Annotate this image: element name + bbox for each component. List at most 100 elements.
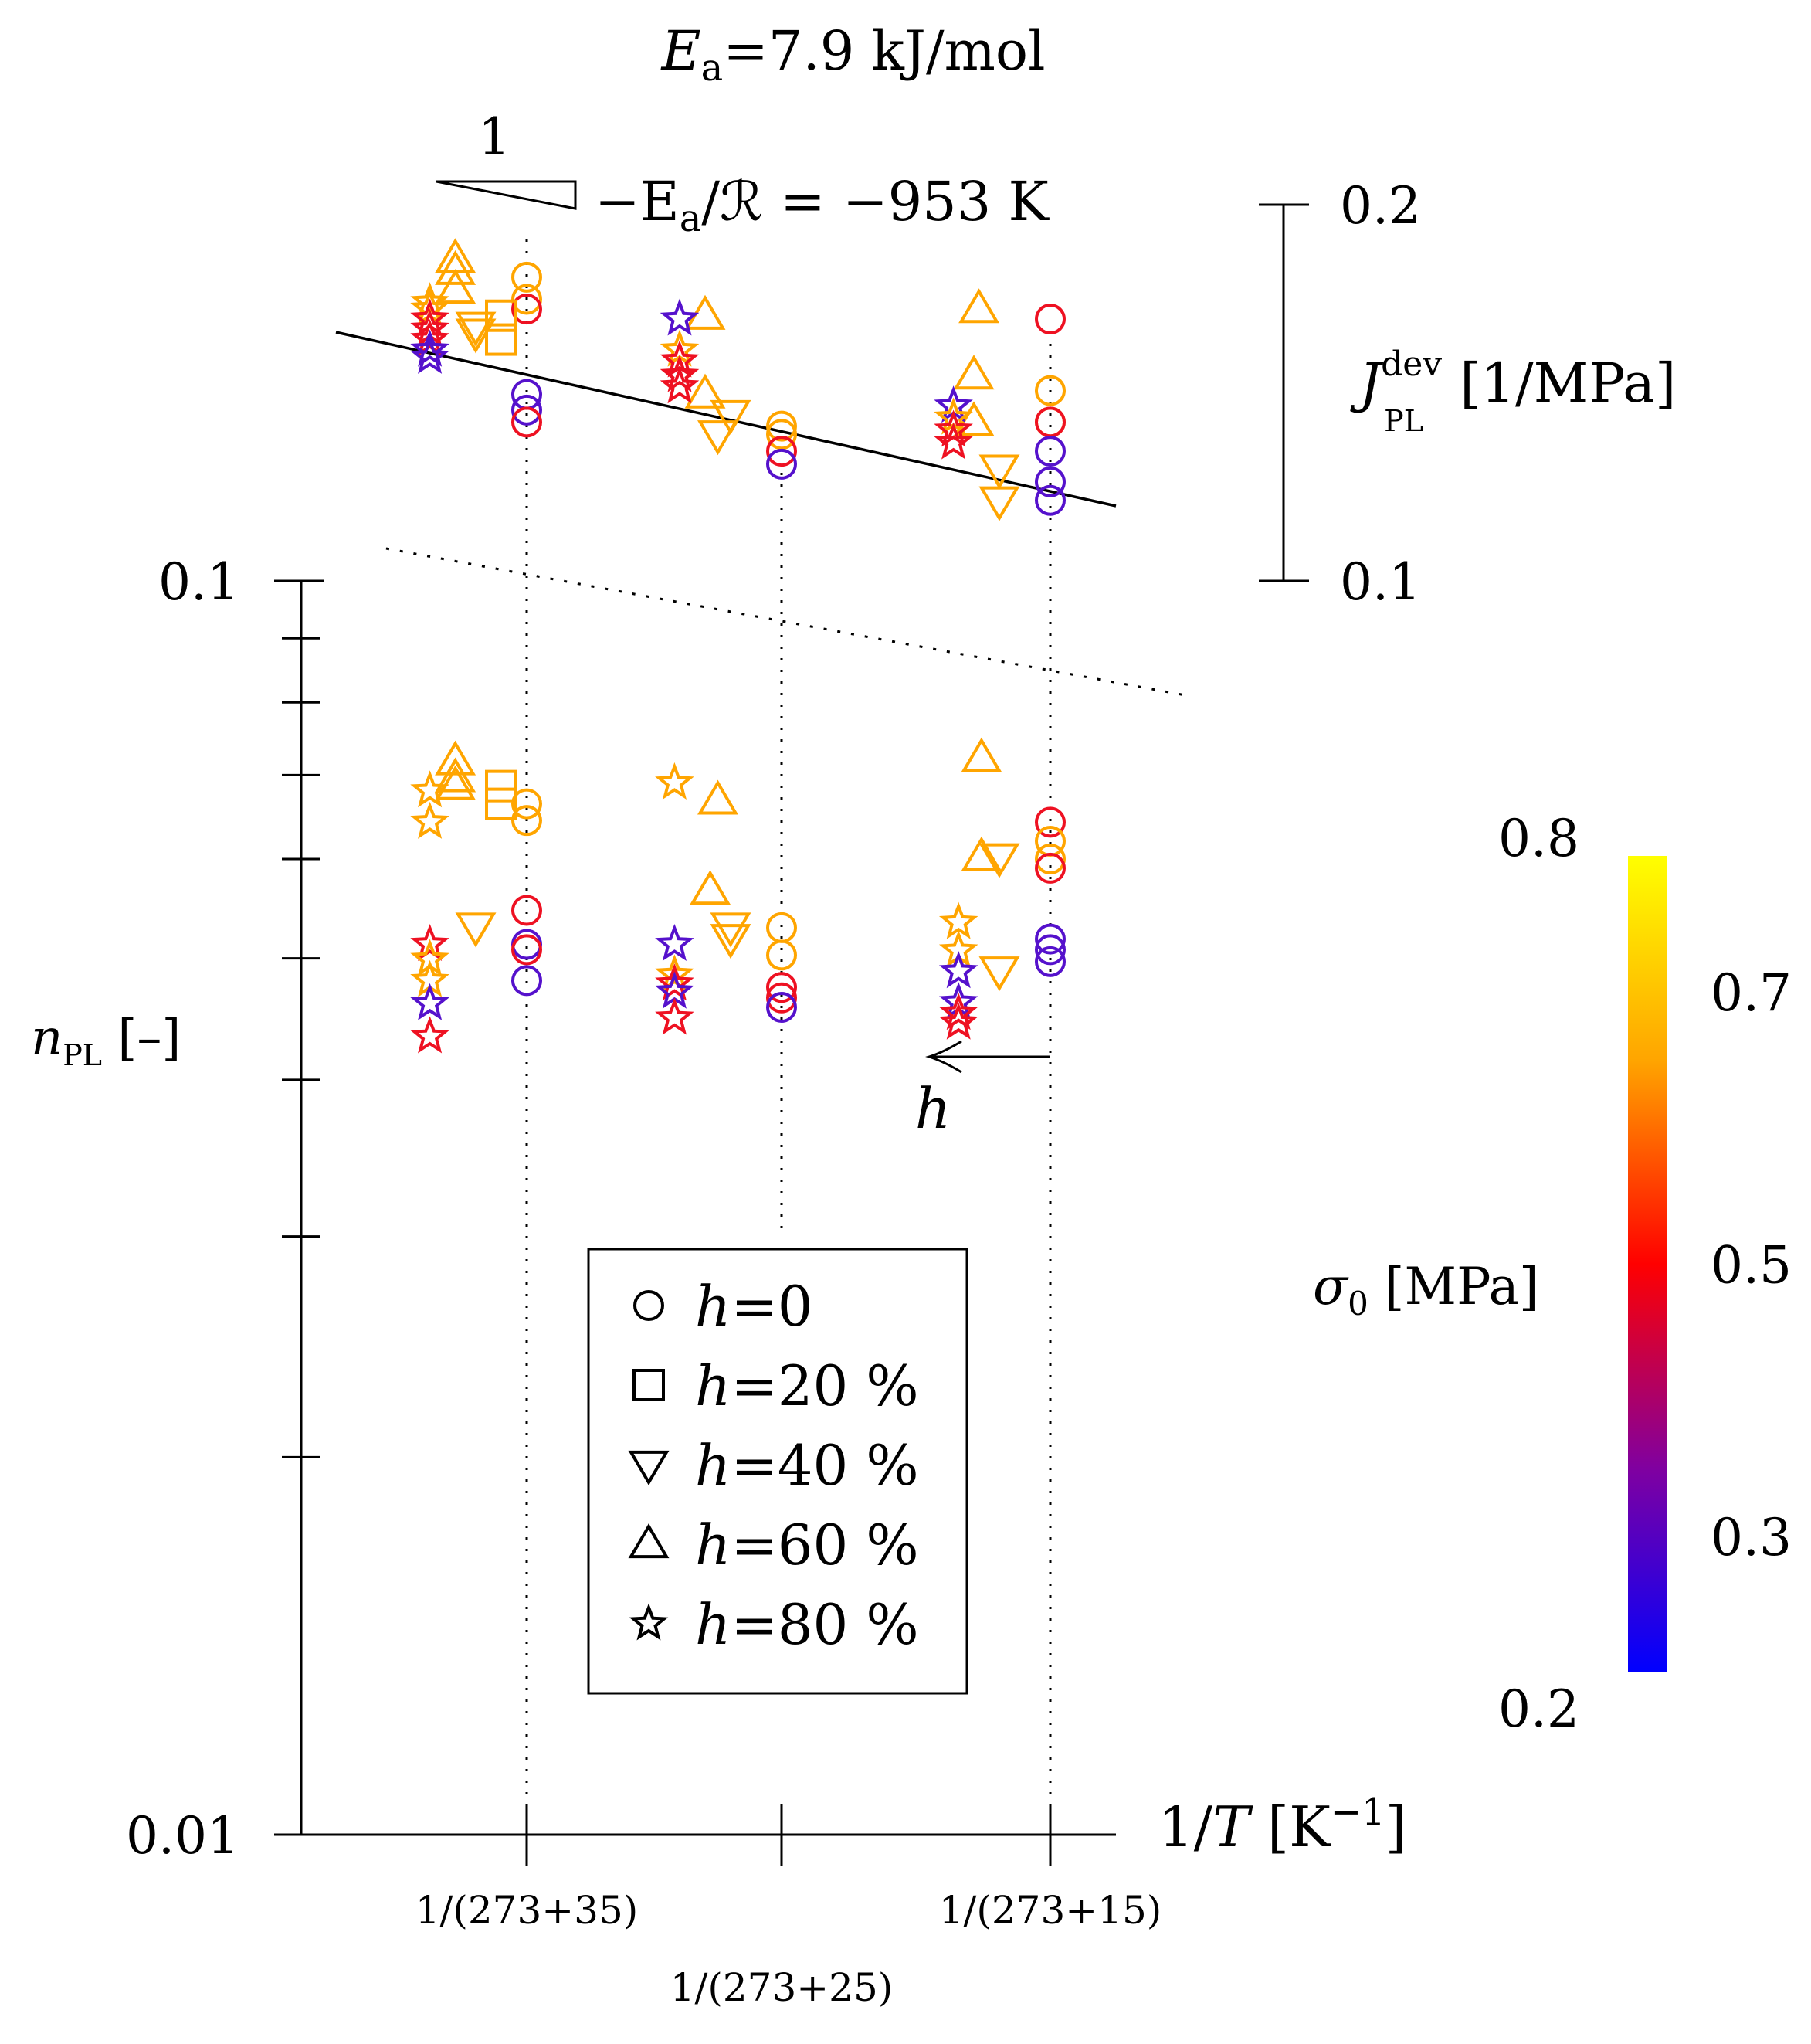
compliance-point	[435, 269, 476, 304]
compliance-point	[410, 329, 449, 367]
colorbar-tick-label: 0.3	[1711, 1508, 1792, 1567]
exponent-point	[697, 779, 738, 815]
right-axis-tick-label: 0.1	[1340, 552, 1421, 612]
exponent-point	[655, 963, 694, 1001]
left-axis-tick-label: 0.01	[126, 1806, 239, 1866]
exponent-point	[410, 801, 449, 839]
exponent-point	[1035, 934, 1066, 966]
compliance-point	[953, 401, 995, 436]
compliance-point	[1035, 406, 1066, 438]
exponent-point	[1035, 844, 1066, 875]
compliance-point	[978, 454, 1020, 490]
compliance-point	[455, 318, 497, 354]
exponent-point	[710, 924, 751, 959]
exponent-point	[511, 934, 542, 966]
legend-marker	[628, 1450, 670, 1485]
compliance-point	[485, 323, 517, 356]
colorbar	[1628, 856, 1667, 1672]
exponent-point	[766, 991, 797, 1023]
compliance-point	[1035, 436, 1066, 467]
exponent-point	[511, 965, 542, 997]
exponent-point	[766, 982, 797, 1014]
left-axis: 0.1 0.01	[126, 552, 324, 1866]
compliance-point	[660, 366, 700, 404]
exponent-point	[690, 870, 731, 905]
right-axis-label: Jdev PL [1/MPa]	[1350, 345, 1676, 438]
exponent-point	[511, 895, 542, 926]
colorbar-tick-label: 0.2	[1498, 1679, 1579, 1739]
compliance-point	[455, 311, 497, 347]
exponent-point	[978, 843, 1020, 878]
exponent-point	[435, 765, 476, 800]
compliance-point	[1035, 484, 1066, 516]
exponent-point	[655, 923, 694, 961]
exponent-point	[1035, 806, 1066, 838]
legend-label: h=40 %	[695, 1433, 919, 1498]
exponent-point	[961, 836, 1002, 871]
compliance-point	[511, 261, 542, 293]
chart-title: Ea=7.9 kJ/mol	[660, 19, 1046, 90]
x-tick-label: 1/(273+15)	[939, 1888, 1162, 1933]
compliance-point	[766, 448, 797, 480]
slope-annotation: −Ea/ℛ = −953 K	[595, 170, 1050, 240]
exponent-point	[766, 972, 797, 1003]
exponent-point	[511, 805, 542, 837]
compliance-point	[934, 422, 973, 460]
exponent-point	[938, 1002, 978, 1040]
exponent-point	[938, 901, 978, 939]
legend-marker	[629, 1603, 669, 1641]
colorbar-tick-label: 0.5	[1711, 1236, 1792, 1295]
data-markers	[410, 238, 1066, 1054]
colorbar-tick-label: 0.7	[1711, 963, 1792, 1023]
compliance-point	[710, 399, 751, 435]
right-axis-tick-label: 0.2	[1340, 176, 1421, 236]
x-tick-label: 1/(273+35)	[415, 1888, 639, 1933]
h-arrow-head	[925, 1040, 962, 1074]
compliance-point	[511, 406, 542, 438]
compliance-point	[684, 373, 726, 409]
x-axis: 1/(273+35) 1/(273+25) 1/(273+15)	[301, 1804, 1162, 2010]
exponent-point	[655, 997, 694, 1035]
exponent-point	[485, 769, 517, 803]
legend-label: h=60 %	[695, 1513, 919, 1577]
exponent-point	[938, 951, 978, 989]
exponent-point	[485, 787, 517, 820]
legend-label: h=0	[695, 1274, 813, 1339]
compliance-point	[511, 294, 542, 325]
exponent-point	[410, 770, 449, 808]
compliance-point	[766, 436, 797, 467]
slope-run-label: 1	[478, 107, 510, 167]
left-axis-label: nPL [–]	[31, 1010, 181, 1072]
fit-lines	[335, 331, 1186, 697]
compliance-point	[511, 284, 542, 315]
compliance-point	[511, 394, 542, 426]
exponent-point	[710, 912, 751, 948]
exponent-point	[1035, 923, 1066, 955]
exponent-point	[655, 762, 694, 800]
exponent-point	[655, 954, 694, 992]
exponent-point	[766, 939, 797, 971]
right-axis: 0.2 0.1	[1259, 176, 1421, 612]
compliance-point	[1035, 466, 1066, 497]
compliance-point	[660, 298, 700, 336]
compliance-point	[766, 410, 797, 442]
compliance-point	[1035, 375, 1066, 406]
compliance-point	[660, 355, 700, 392]
activation-fit-line	[335, 331, 1117, 508]
compliance-point	[511, 379, 542, 410]
compliance-point	[766, 419, 797, 450]
slope-triangle	[436, 180, 577, 210]
colorbar-ticks: 0.8 0.7 0.5 0.3 0.2	[1498, 809, 1792, 1739]
compliance-point	[934, 409, 973, 447]
compliance-point	[485, 299, 517, 332]
colorbar-label: σ0 [MPa]	[1313, 1257, 1539, 1322]
x-axis-label: 1/T [K−1]	[1158, 1791, 1407, 1859]
exponent-point	[1035, 852, 1066, 884]
legend: h=0 h=20 % h=40 % h=60 % h=80 %	[628, 1274, 919, 1657]
exponent-point	[455, 912, 497, 948]
exponent-point	[410, 923, 449, 961]
exponent-point	[938, 993, 978, 1030]
exponent-point	[410, 1016, 449, 1054]
exponent-point	[978, 956, 1020, 992]
